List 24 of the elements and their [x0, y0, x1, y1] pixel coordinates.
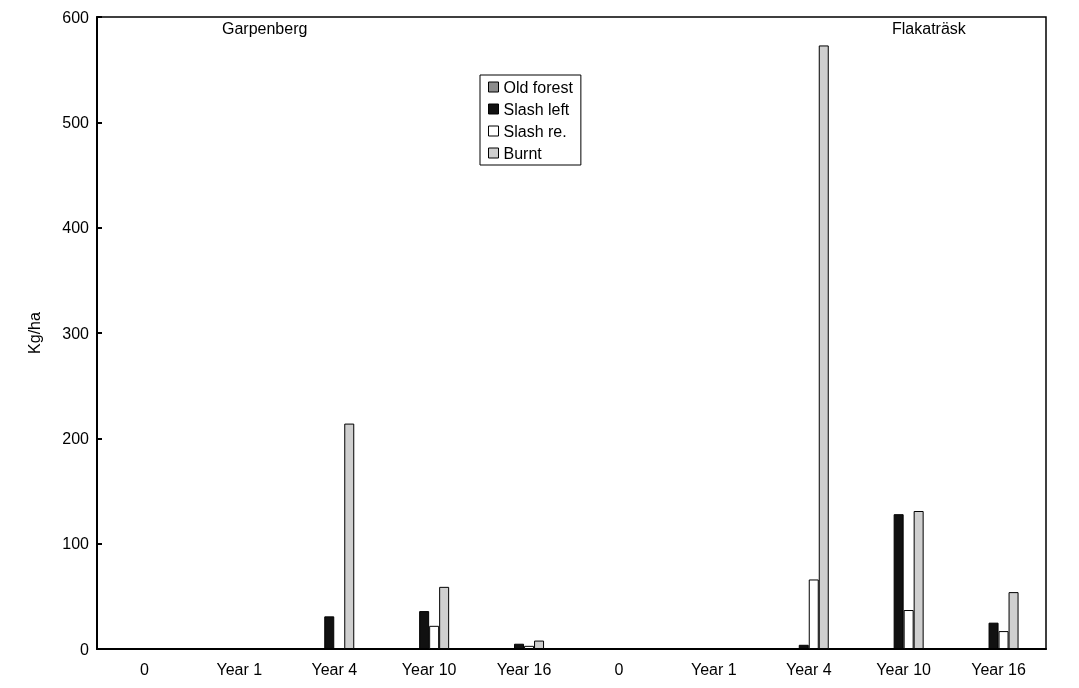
x-tick-label: 0	[140, 660, 149, 678]
x-tick-label: Year 1	[691, 660, 737, 678]
x-tick-label: Year 4	[311, 660, 358, 678]
x-tick-label: Year 16	[496, 660, 552, 678]
x-tick-label: Year 1	[216, 660, 263, 678]
legend-label: Burnt	[503, 144, 543, 162]
y-tick-label: 100	[62, 535, 90, 553]
y-tick-label: 500	[62, 113, 90, 131]
x-tick-label: Year 10	[401, 660, 457, 678]
y-tick-label: 600	[62, 8, 90, 26]
x-tick-label: Year 4	[785, 660, 832, 678]
x-tick-label: 0	[614, 660, 624, 678]
annotation: Garpenberg	[222, 19, 308, 37]
legend-label: Slash re.	[503, 122, 567, 140]
y-tick-label: 300	[62, 324, 90, 342]
annotation: Flakaträsk	[892, 19, 967, 37]
y-tick-label: 400	[62, 219, 90, 237]
y-tick-label: 0	[80, 640, 90, 658]
y-axis-title: Kg/ha	[25, 311, 43, 354]
x-tick-label: Year 10	[876, 660, 932, 678]
legend-label: Slash left	[503, 100, 570, 118]
x-tick-label: Year 16	[971, 660, 1026, 678]
y-tick-label: 200	[62, 429, 90, 447]
legend-label: Old forest	[503, 78, 574, 96]
